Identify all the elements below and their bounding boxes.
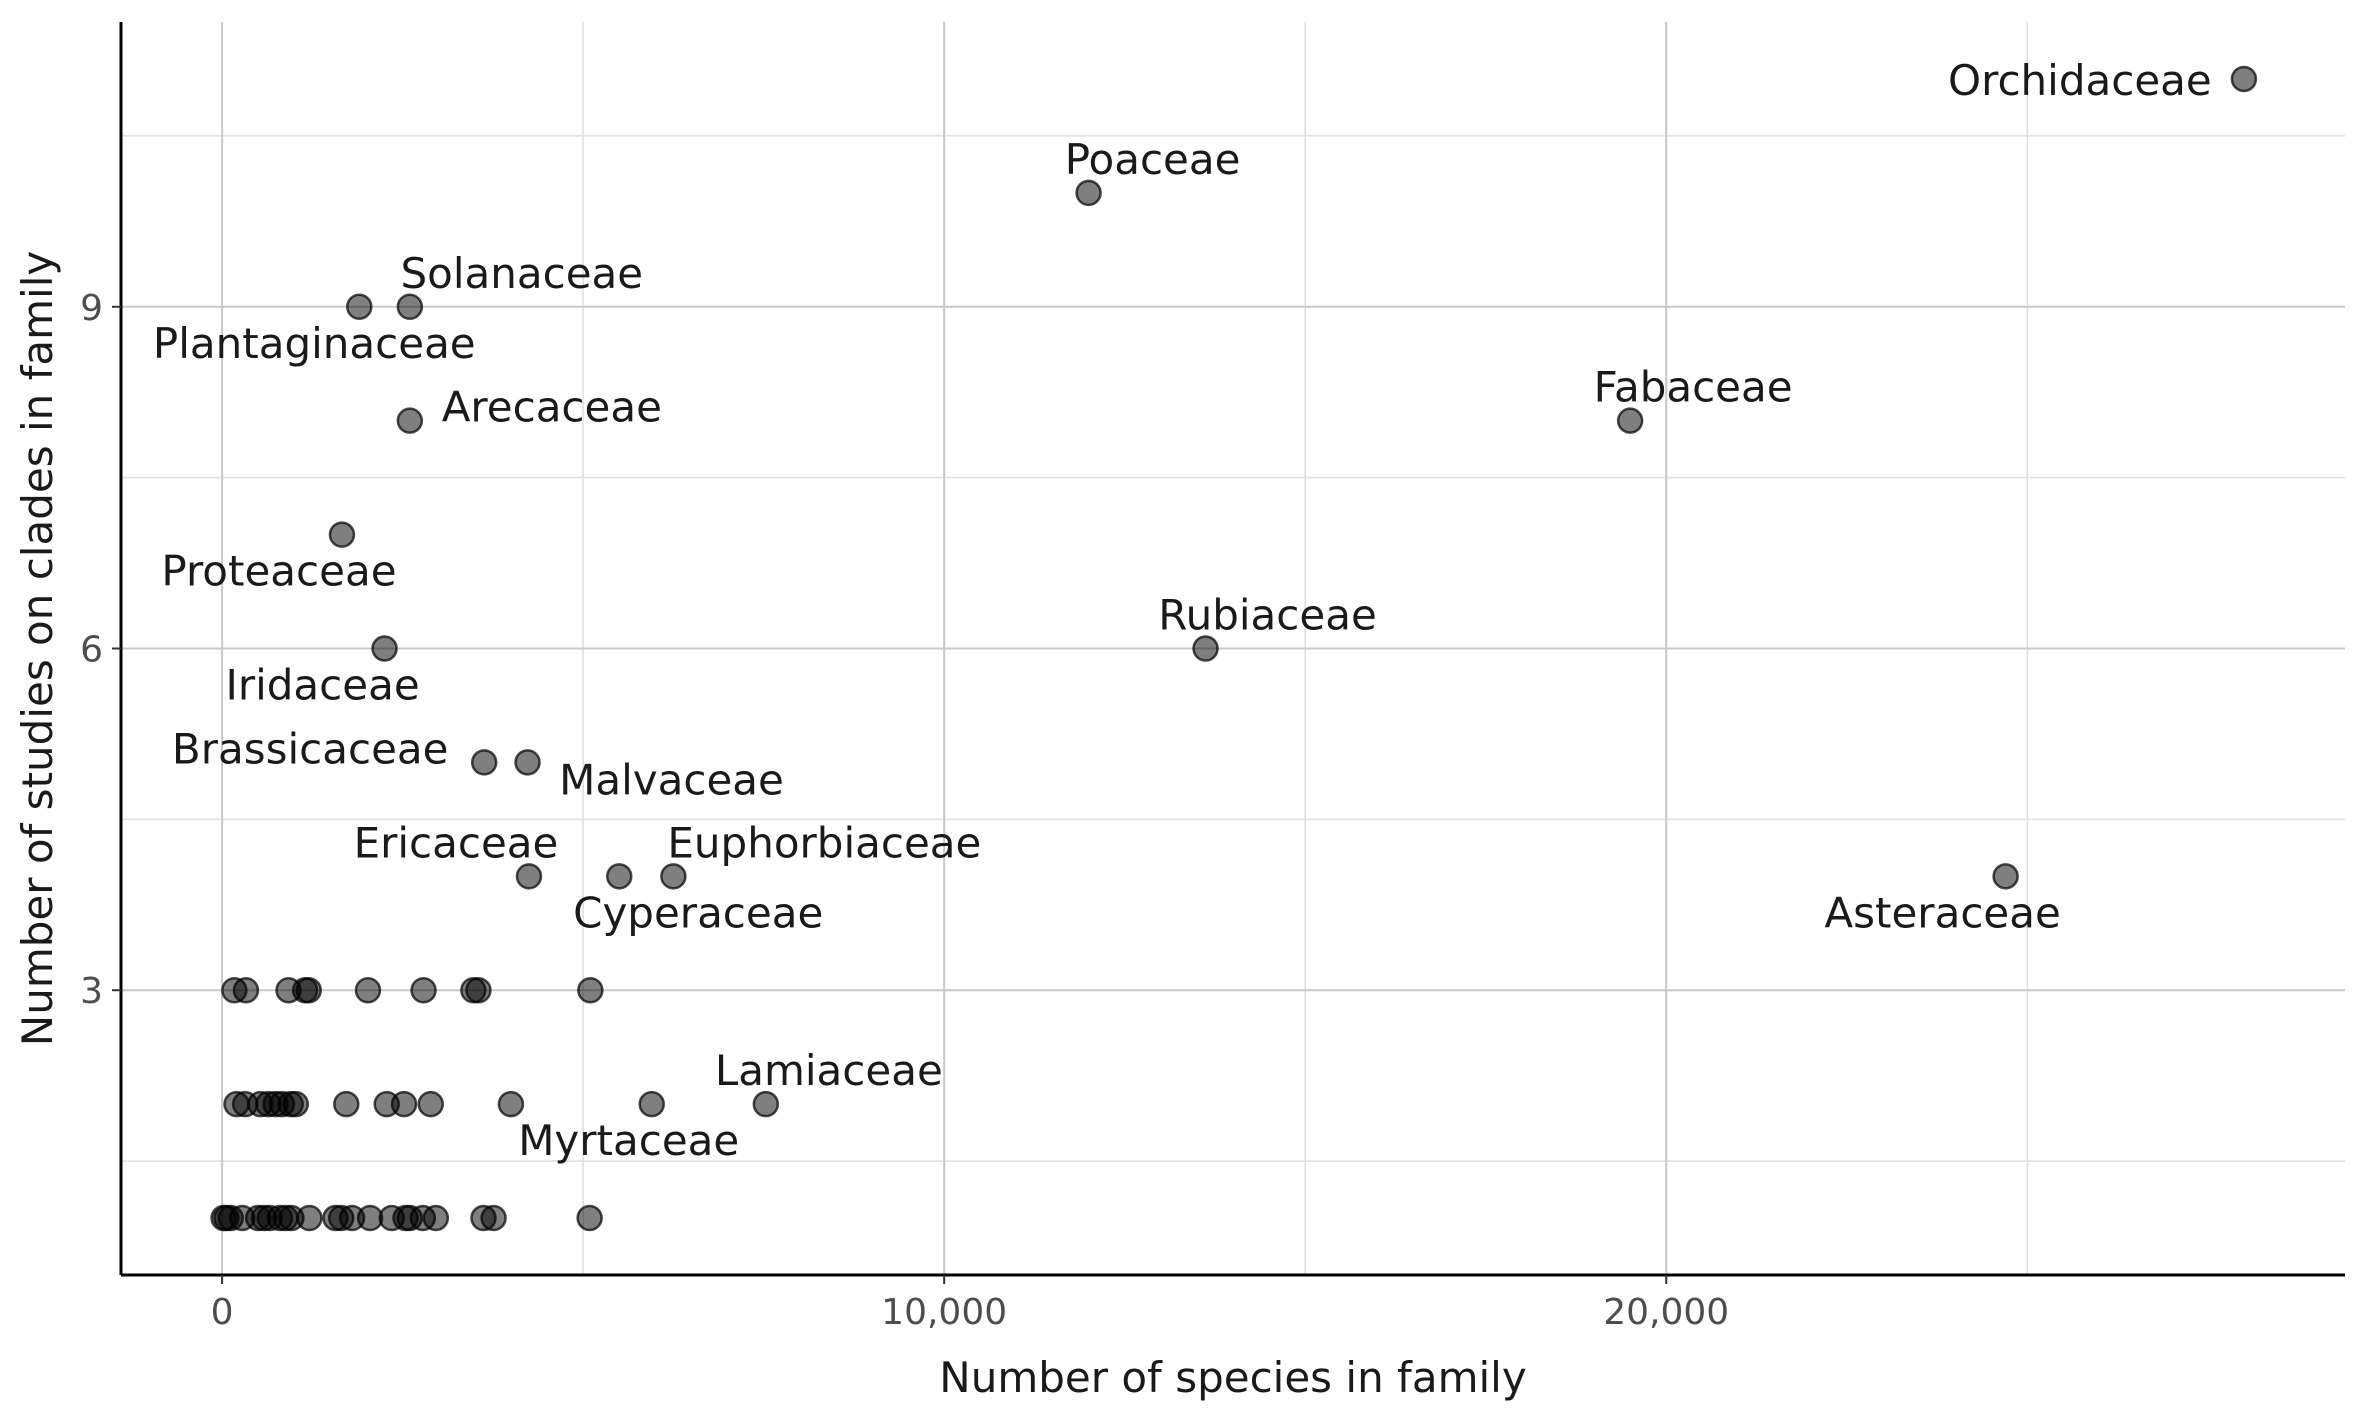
y-tick-label: 9 <box>80 288 103 329</box>
data-point-iridaceae <box>371 635 398 662</box>
point-label-orchidaceae: Orchidaceae <box>1948 56 2212 105</box>
point-label-myrtaceae: Myrtaceae <box>518 1116 739 1165</box>
data-point <box>417 1090 445 1118</box>
point-label-cyperaceae: Cyperaceae <box>573 888 823 937</box>
y-tick-label: 3 <box>80 971 103 1012</box>
point-label-lamiaceae: Lamiaceae <box>715 1046 943 1095</box>
data-point-asteraceae <box>1992 863 2019 890</box>
data-point-malvaceae <box>514 749 541 776</box>
data-point <box>354 976 382 1004</box>
data-point <box>282 1090 309 1118</box>
data-point <box>465 976 492 1004</box>
data-point <box>232 976 260 1004</box>
point-labels: Orchidaceae Poaceae Solanaceae Plantaginace… <box>153 56 2212 1165</box>
y-axis-ticks: 3 6 9 <box>80 288 121 1012</box>
point-label-fabaceae: Fabaceae <box>1594 363 1793 412</box>
data-point-lamiaceae <box>752 1090 780 1118</box>
data-point-myrtaceae <box>638 1090 665 1118</box>
data-point-rubiaceae <box>1192 635 1219 662</box>
data-point <box>577 976 604 1004</box>
grid-lines <box>121 22 2345 1275</box>
data-points <box>210 65 2258 1232</box>
data-point-fabaceae <box>1616 407 1644 434</box>
point-label-euphorbiaceae: Euphorbiaceae <box>667 818 981 867</box>
data-point-ericaceae <box>515 863 543 890</box>
x-tick-label: 0 <box>211 1292 234 1333</box>
data-point-brassicaceae <box>470 749 498 776</box>
data-point <box>576 1204 603 1232</box>
data-point <box>480 1204 507 1232</box>
point-label-ericaceae: Ericaceae <box>354 818 559 867</box>
data-point <box>422 1204 450 1232</box>
data-point <box>295 976 322 1004</box>
data-point-poaceae <box>1075 179 1102 207</box>
data-point <box>333 1090 360 1118</box>
point-label-arecaceae: Arecaceae <box>442 383 662 432</box>
point-label-solanaceae: Solanaceae <box>401 249 644 298</box>
data-point <box>356 1204 384 1232</box>
point-label-rubiaceae: Rubiaceae <box>1158 591 1377 640</box>
x-axis-title: Number of species in family <box>939 1353 1526 1402</box>
data-point <box>296 1204 323 1232</box>
x-tick-label: 10,000 <box>881 1292 1007 1333</box>
point-label-malvaceae: Malvaceae <box>559 755 784 804</box>
data-point <box>497 1090 525 1118</box>
data-point-arecaceae <box>396 407 424 434</box>
y-tick-label: 6 <box>80 630 103 671</box>
point-label-plantaginaceae: Plantaginaceae <box>153 319 476 368</box>
data-point-solanaceae <box>396 293 424 321</box>
point-label-asteraceae: Asteraceae <box>1824 888 2060 937</box>
data-point-orchidaceae <box>2230 65 2258 93</box>
x-axis-ticks: 0 10,000 20,000 <box>211 1275 1729 1333</box>
data-point <box>410 976 437 1004</box>
data-point-proteaceae <box>328 521 356 548</box>
point-label-iridaceae: Iridaceae <box>225 661 419 710</box>
point-label-poaceae: Poaceae <box>1065 135 1241 184</box>
data-point <box>390 1090 418 1118</box>
point-label-brassicaceae: Brassicaceae <box>172 724 449 773</box>
data-point-euphorbiaceae <box>660 863 687 890</box>
data-point-plantaginaceae <box>346 293 373 321</box>
point-label-proteaceae: Proteaceae <box>161 547 396 596</box>
y-axis-title: Number of studies on clades in family <box>13 251 62 1046</box>
x-tick-label: 20,000 <box>1603 1292 1729 1333</box>
data-point-cyperaceae <box>605 863 633 890</box>
